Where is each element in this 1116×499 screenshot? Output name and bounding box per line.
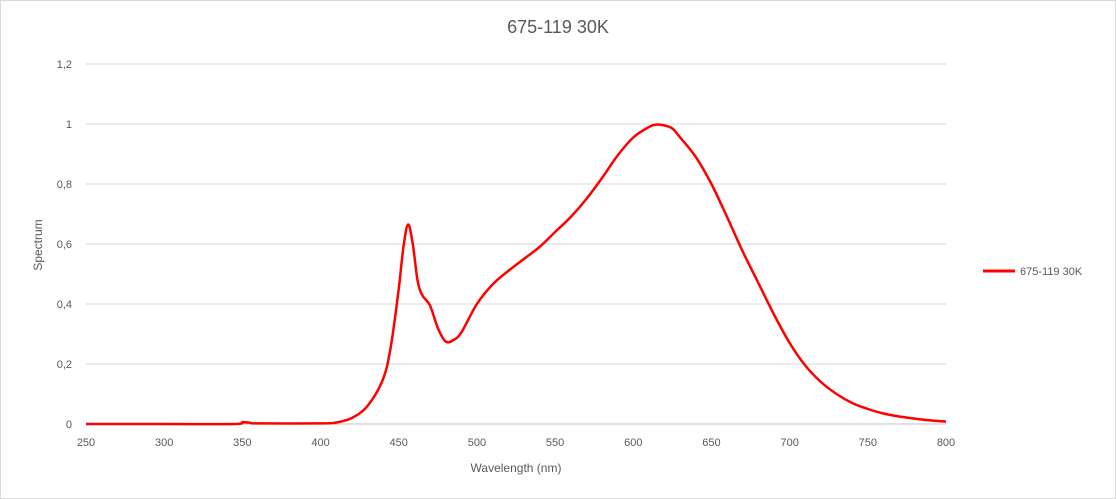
x-tick-label: 650 xyxy=(702,437,720,449)
chart-title: 675-119 30K xyxy=(507,17,609,37)
x-tick-label: 750 xyxy=(859,437,877,449)
x-tick-label: 550 xyxy=(546,437,564,449)
x-tick-label: 450 xyxy=(390,437,408,449)
legend: 675-119 30K xyxy=(983,266,1083,278)
gridlines xyxy=(86,63,946,425)
y-tick-label: 1 xyxy=(66,119,72,131)
x-tick-label: 700 xyxy=(780,437,798,449)
x-tick-label: 300 xyxy=(155,437,173,449)
x-tick-label: 600 xyxy=(624,437,642,449)
series-line xyxy=(86,123,947,426)
y-axis-ticks: 0 0,2 0,4 0,6 0,8 1 1,2 xyxy=(57,59,72,431)
x-axis-title: Wavelength (nm) xyxy=(471,461,562,475)
x-tick-label: 250 xyxy=(77,437,95,449)
legend-label: 675-119 30K xyxy=(1020,266,1083,278)
y-axis-title: Spectrum xyxy=(31,219,45,270)
y-tick-label: 0,2 xyxy=(57,359,72,371)
x-tick-label: 800 xyxy=(937,437,955,449)
y-tick-label: 0,4 xyxy=(57,299,72,311)
y-tick-label: 0 xyxy=(66,419,72,431)
series-layer xyxy=(86,123,947,426)
x-tick-label: 350 xyxy=(233,437,251,449)
y-tick-label: 0,6 xyxy=(57,239,72,251)
y-tick-label: 0,8 xyxy=(57,179,72,191)
y-tick-label: 1,2 xyxy=(57,59,72,71)
x-tick-label: 500 xyxy=(468,437,486,449)
x-tick-label: 400 xyxy=(311,437,329,449)
x-axis-ticks: 250 300 350 400 450 500 550 600 650 700 750 800 xyxy=(77,437,955,449)
